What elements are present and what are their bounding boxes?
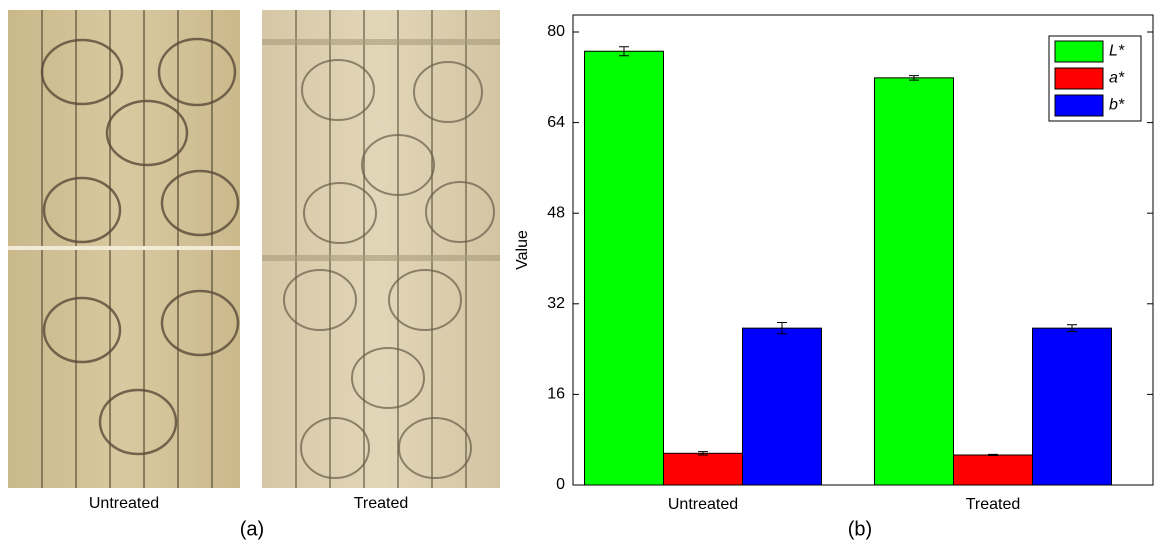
bar <box>663 452 743 486</box>
error-bar <box>777 321 787 335</box>
y-tick-label: 16 <box>547 386 565 403</box>
legend-label: a* <box>1109 70 1125 87</box>
plot-frame <box>572 14 1154 486</box>
legend-label: b* <box>1109 97 1125 114</box>
y-tick-label: 0 <box>556 476 565 493</box>
bar <box>584 50 664 486</box>
error-bar <box>619 46 629 57</box>
error-bar <box>698 451 708 456</box>
error-bar <box>909 75 919 81</box>
y-axis-label: Value <box>514 230 531 270</box>
photo-caption: Treated <box>354 495 409 512</box>
error-bar <box>1067 324 1077 333</box>
error-bar <box>988 453 998 457</box>
legend-swatch <box>1054 94 1104 117</box>
bar <box>874 77 954 486</box>
photo-treated <box>262 10 500 488</box>
legend-swatch <box>1054 67 1104 90</box>
legend-swatch <box>1054 40 1104 63</box>
legend-label: L* <box>1109 43 1125 60</box>
y-tick-label: 80 <box>547 23 565 40</box>
bar <box>1032 327 1112 486</box>
y-tick-label: 32 <box>547 295 565 312</box>
y-tick-label: 48 <box>547 204 565 221</box>
photo-caption: Untreated <box>89 495 159 512</box>
bar <box>953 454 1033 486</box>
panel-label: (a) <box>240 518 264 540</box>
bar <box>742 327 822 486</box>
x-tick-label: Untreated <box>668 496 738 513</box>
photo-untreated <box>8 10 240 488</box>
x-tick-label: Treated <box>966 496 1021 513</box>
panel-label: (b) <box>848 518 872 540</box>
y-tick-label: 64 <box>547 114 565 131</box>
